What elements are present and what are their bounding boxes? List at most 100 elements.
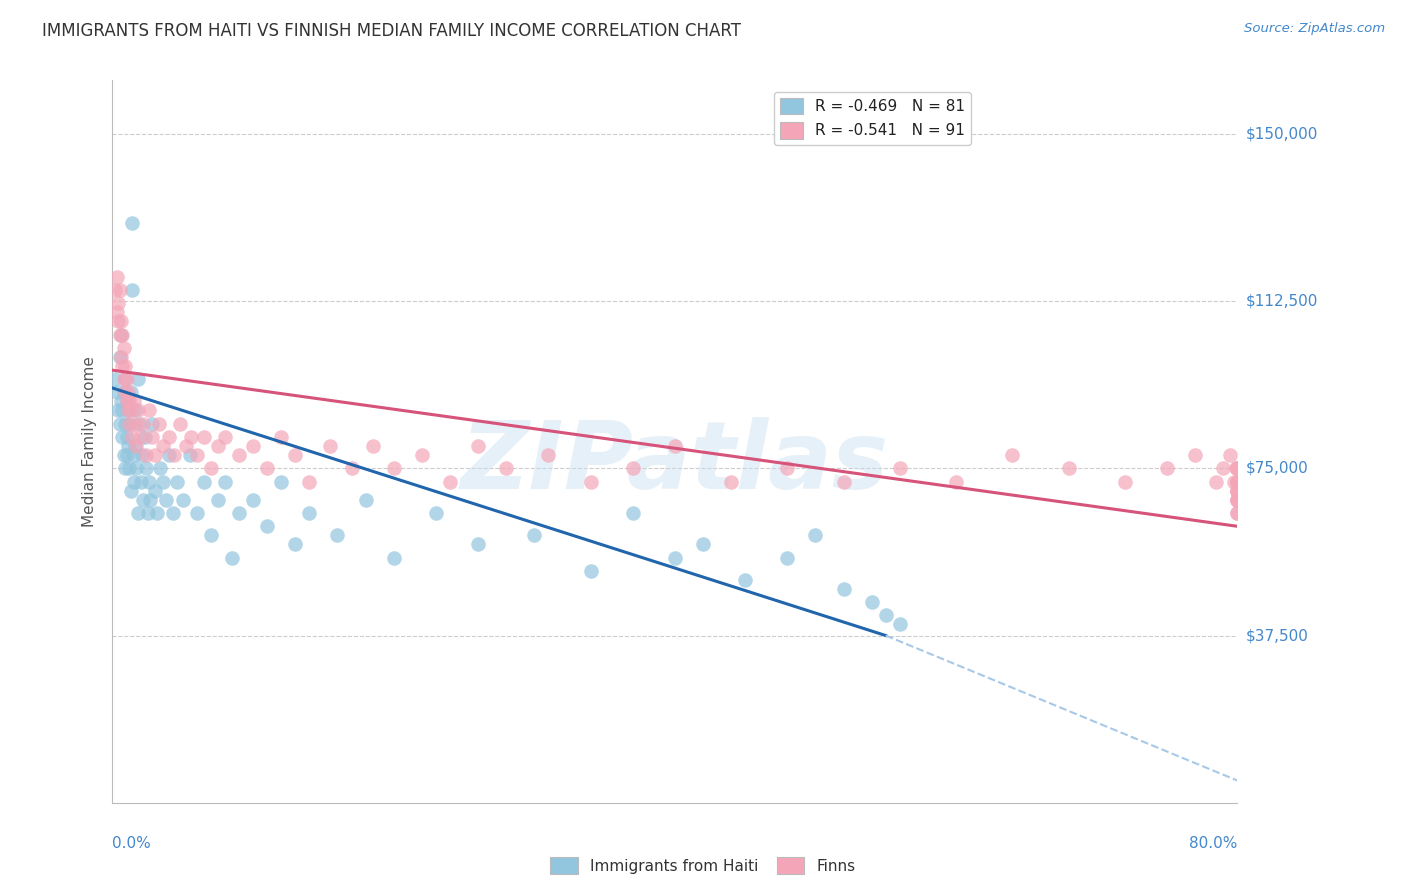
- Point: [138, 475, 160, 489]
- Point: [284, 448, 307, 462]
- Point: [118, 417, 141, 431]
- Point: [152, 475, 174, 489]
- Point: [319, 439, 342, 453]
- Point: [127, 506, 149, 520]
- Point: [115, 448, 138, 462]
- Point: [124, 439, 146, 453]
- Point: [804, 528, 827, 542]
- Point: [134, 430, 156, 444]
- Point: [107, 314, 129, 328]
- Point: [148, 417, 170, 431]
- Point: [108, 283, 131, 297]
- Point: [242, 439, 264, 453]
- Point: [139, 492, 162, 507]
- Point: [110, 350, 132, 364]
- Text: $112,500: $112,500: [1246, 293, 1317, 309]
- Point: [115, 372, 138, 386]
- Point: [1219, 448, 1241, 462]
- Point: [425, 506, 447, 520]
- Point: [1223, 475, 1246, 489]
- Point: [155, 492, 177, 507]
- Point: [112, 385, 135, 400]
- Point: [1205, 475, 1227, 489]
- Point: [579, 564, 602, 578]
- Point: [131, 448, 153, 462]
- Point: [132, 492, 155, 507]
- Text: 80.0%: 80.0%: [1189, 836, 1237, 851]
- Text: $150,000: $150,000: [1246, 127, 1317, 141]
- Point: [180, 430, 202, 444]
- Text: ZIPatlas: ZIPatlas: [461, 417, 889, 509]
- Point: [523, 528, 546, 542]
- Point: [537, 448, 560, 462]
- Point: [105, 269, 128, 284]
- Point: [382, 461, 405, 475]
- Point: [207, 439, 229, 453]
- Point: [495, 461, 517, 475]
- Point: [118, 394, 141, 409]
- Point: [186, 448, 208, 462]
- Point: [117, 439, 139, 453]
- Point: [110, 314, 132, 328]
- Point: [169, 417, 191, 431]
- Point: [467, 439, 489, 453]
- Point: [692, 537, 714, 551]
- Point: [889, 461, 911, 475]
- Point: [112, 372, 135, 386]
- Point: [129, 475, 152, 489]
- Point: [136, 506, 159, 520]
- Point: [174, 439, 197, 453]
- Point: [107, 403, 129, 417]
- Point: [120, 483, 142, 498]
- Point: [1226, 475, 1249, 489]
- Point: [664, 550, 686, 565]
- Point: [200, 528, 222, 542]
- Point: [104, 372, 127, 386]
- Point: [135, 461, 157, 475]
- Point: [108, 327, 131, 342]
- Point: [875, 608, 897, 623]
- Point: [111, 403, 134, 417]
- Point: [128, 417, 150, 431]
- Point: [1226, 461, 1249, 475]
- Point: [832, 475, 855, 489]
- Point: [141, 417, 163, 431]
- Point: [111, 359, 134, 373]
- Point: [298, 506, 321, 520]
- Point: [1226, 506, 1249, 520]
- Point: [121, 283, 143, 297]
- Legend: Immigrants from Haiti, Finns: Immigrants from Haiti, Finns: [544, 851, 862, 880]
- Point: [1212, 461, 1234, 475]
- Point: [776, 550, 799, 565]
- Point: [1156, 461, 1178, 475]
- Point: [1226, 492, 1249, 507]
- Point: [117, 403, 139, 417]
- Point: [127, 403, 149, 417]
- Point: [114, 359, 136, 373]
- Point: [1226, 475, 1249, 489]
- Point: [467, 537, 489, 551]
- Point: [111, 430, 134, 444]
- Point: [120, 385, 142, 400]
- Point: [621, 461, 644, 475]
- Point: [143, 483, 166, 498]
- Point: [157, 430, 180, 444]
- Point: [193, 430, 215, 444]
- Point: [124, 403, 146, 417]
- Point: [354, 492, 377, 507]
- Point: [193, 475, 215, 489]
- Point: [129, 430, 152, 444]
- Point: [118, 417, 141, 431]
- Point: [122, 475, 145, 489]
- Point: [1226, 483, 1249, 498]
- Point: [1001, 448, 1024, 462]
- Point: [214, 430, 236, 444]
- Point: [242, 492, 264, 507]
- Point: [664, 439, 686, 453]
- Point: [104, 283, 127, 297]
- Point: [114, 461, 136, 475]
- Point: [108, 417, 131, 431]
- Point: [127, 372, 149, 386]
- Point: [1226, 492, 1249, 507]
- Point: [284, 537, 307, 551]
